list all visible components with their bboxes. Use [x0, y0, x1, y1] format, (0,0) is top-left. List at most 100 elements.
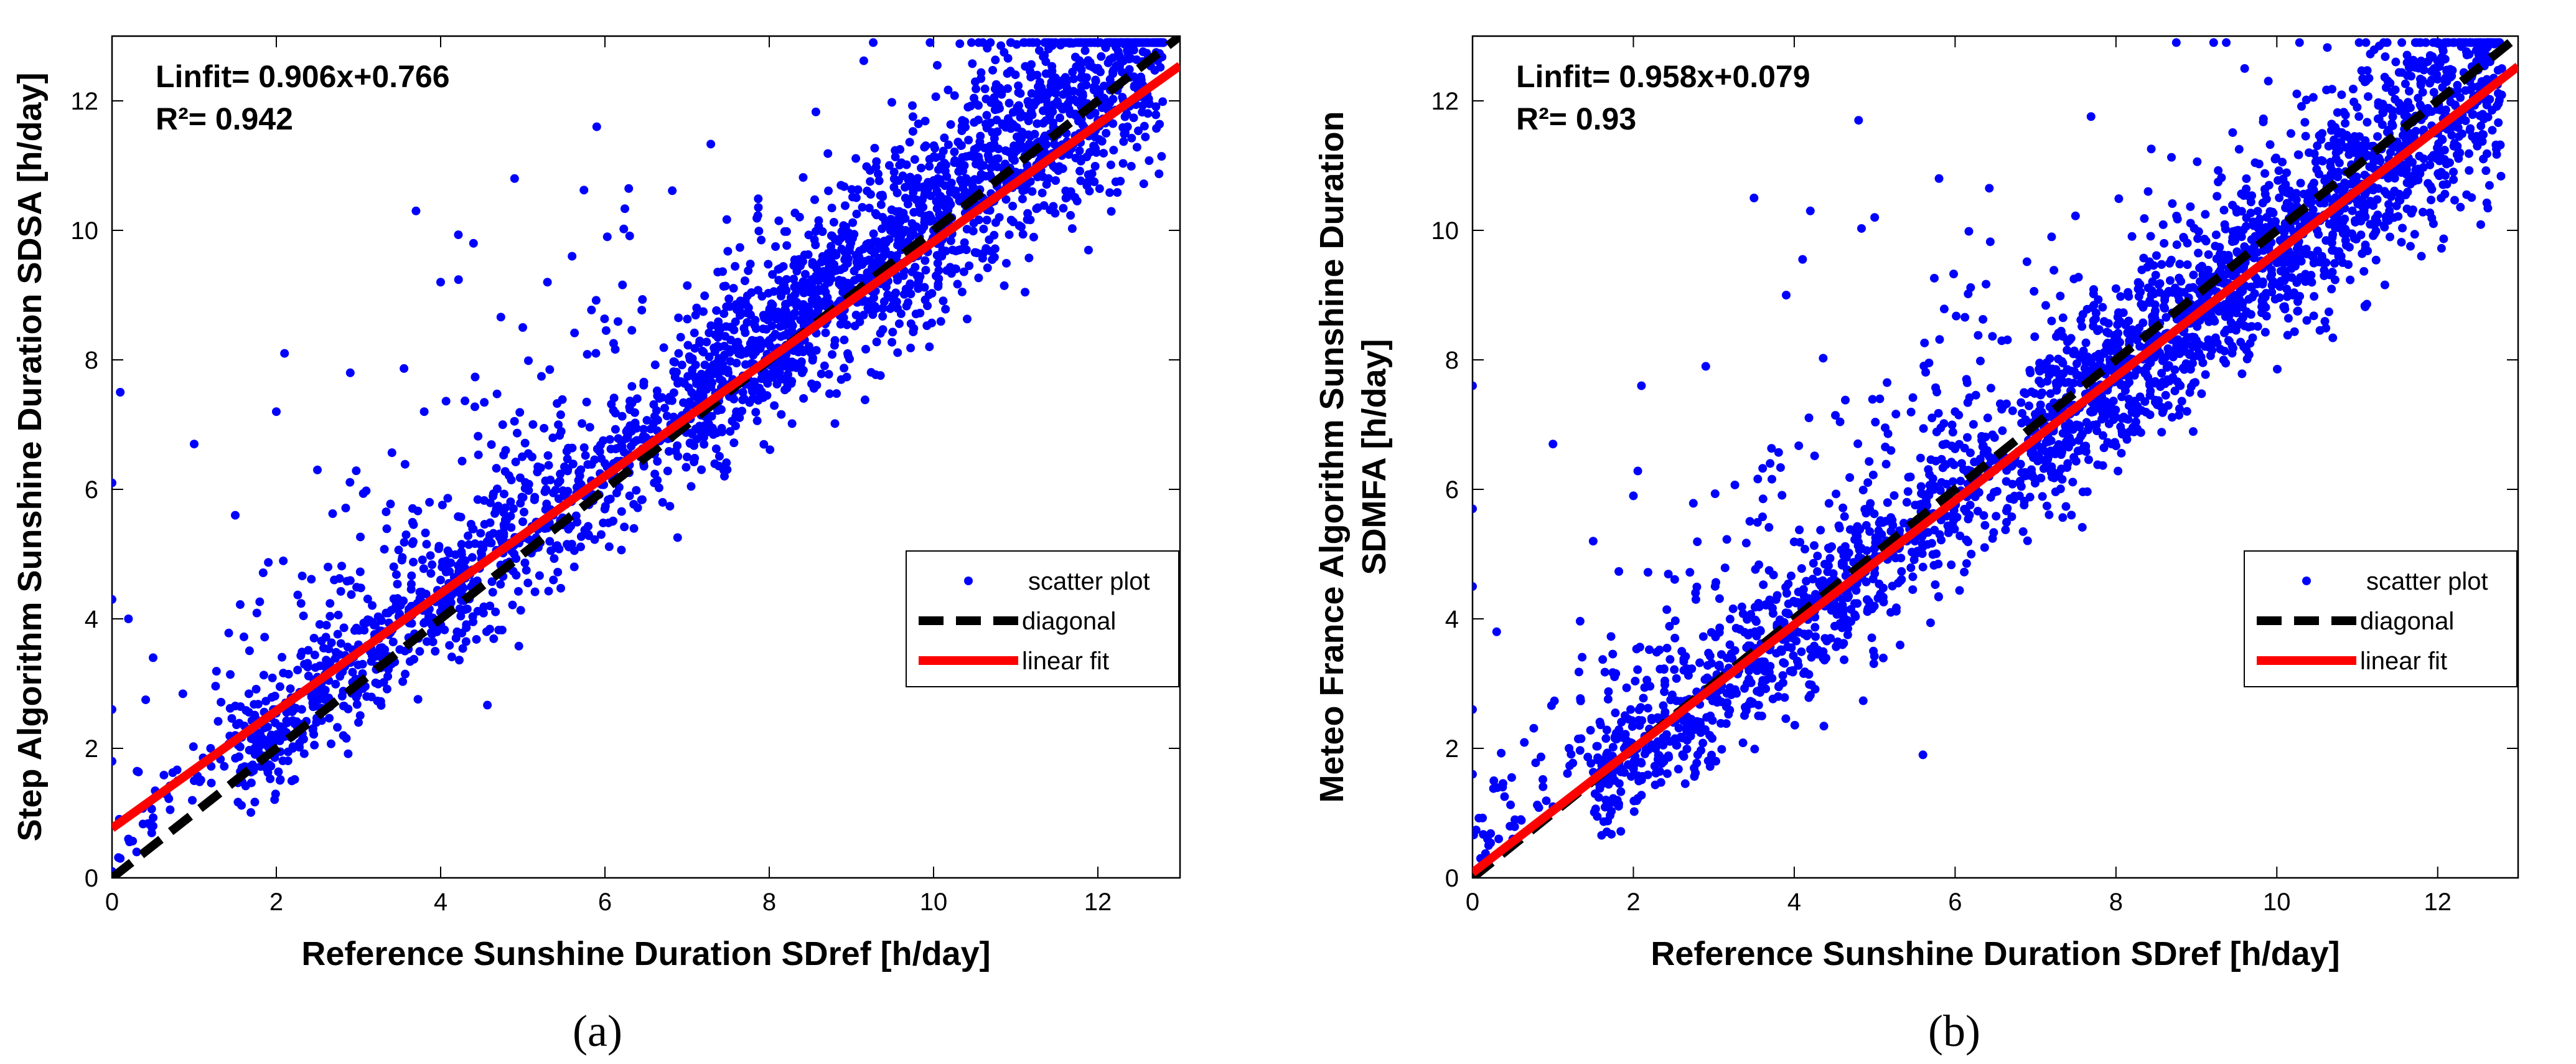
scatter-point: [307, 575, 316, 584]
scatter-point: [413, 506, 423, 516]
scatter-point: [419, 564, 428, 573]
scatter-point: [461, 637, 471, 646]
scatter-point: [1097, 136, 1107, 146]
scatter-point: [839, 313, 848, 322]
scatter-point: [2214, 166, 2223, 175]
scatter-point: [746, 260, 755, 269]
scatter-point: [2228, 128, 2237, 137]
scatter-point: [2188, 427, 2198, 436]
scatter-point: [2151, 270, 2160, 280]
scatter-point: [864, 239, 873, 248]
scatter-point: [411, 206, 421, 215]
scatter-point: [251, 684, 261, 694]
scatter-point: [772, 380, 782, 389]
y-tick-label: 2: [85, 735, 98, 763]
scatter-point: [2265, 140, 2275, 149]
scatter-point: [1655, 645, 1664, 654]
scatter-point: [1066, 38, 1075, 47]
scatter-point: [912, 271, 922, 280]
scatter-point: [474, 431, 483, 441]
scatter-point: [775, 367, 784, 377]
scatter-point: [476, 529, 485, 538]
scatter-point: [299, 749, 309, 758]
scatter-point: [2450, 100, 2460, 110]
scatter-point: [1158, 52, 1167, 62]
scatter-point: [803, 302, 813, 311]
scatter-point: [220, 761, 229, 771]
scatter-point: [2483, 204, 2493, 213]
scatter-point: [906, 279, 915, 288]
scatter-point: [1965, 448, 1975, 458]
scatter-point: [1037, 188, 1047, 197]
scatter-point: [746, 339, 755, 348]
scatter-point: [853, 185, 863, 194]
scatter-point: [726, 426, 735, 436]
scatter-point: [168, 768, 177, 778]
scatter-point: [483, 700, 492, 710]
scatter-point: [2295, 38, 2304, 47]
scatter-point: [726, 336, 736, 345]
scatter-point: [515, 408, 525, 417]
scatter-point: [2364, 92, 2373, 101]
scatter-point: [806, 348, 815, 357]
scatter-point: [530, 495, 539, 504]
scatter-point: [683, 453, 691, 461]
scatter-point: [514, 641, 523, 651]
scatter-point: [876, 329, 885, 338]
scatter-point: [752, 416, 762, 425]
scatter-point: [692, 435, 701, 444]
scatter-point: [339, 623, 349, 633]
scatter-point: [1100, 94, 1109, 103]
scatter-point: [2471, 45, 2481, 55]
scatter-point: [974, 273, 983, 283]
scatter-point: [782, 227, 791, 236]
scatter-point: [501, 446, 510, 455]
scatter-point: [706, 321, 716, 331]
scatter-point: [919, 202, 928, 212]
scatter-point: [470, 402, 479, 412]
scatter-point: [2465, 166, 2474, 175]
scatter-point: [978, 253, 987, 263]
scatter-point: [724, 294, 734, 303]
scatter-point: [149, 653, 157, 662]
scatter-point: [1948, 428, 1957, 437]
scatter-point: [2434, 153, 2443, 162]
scatter-point: [2384, 200, 2394, 209]
scatter-point: [1963, 433, 1972, 442]
scatter-point: [304, 646, 313, 655]
scatter-point: [355, 711, 365, 720]
scatter-point: [633, 503, 642, 512]
scatter-point: [2140, 214, 2149, 224]
scatter-point: [1014, 81, 1023, 90]
x-tick-label: 2: [269, 888, 283, 916]
scatter-point: [2433, 169, 2443, 178]
scatter-point: [977, 74, 986, 83]
scatter-point: [767, 321, 777, 331]
scatter-point: [2065, 336, 2074, 345]
scatter-point: [149, 813, 158, 822]
scatter-point: [2077, 322, 2087, 331]
scatter-point: [2204, 250, 2213, 259]
scatter-point: [939, 296, 948, 306]
scatter-point: [1106, 160, 1115, 169]
scatter-point: [441, 397, 451, 406]
scatter-point: [2168, 199, 2177, 209]
scatter-point: [1008, 108, 1018, 117]
scatter-point: [178, 689, 187, 699]
scatter-point: [907, 219, 917, 228]
scatter-point: [1090, 161, 1100, 171]
scatter-point: [1026, 108, 1036, 117]
scatter-point: [876, 200, 886, 209]
scatter-point: [190, 776, 199, 785]
scatter-point: [496, 313, 505, 322]
scatter-point: [310, 740, 319, 750]
scatter-point: [2394, 68, 2404, 77]
scatter-point: [962, 152, 971, 161]
x-tick-label: 8: [762, 888, 776, 916]
scatter-point: [1115, 50, 1124, 60]
scatter-point: [2309, 258, 2318, 268]
scatter-point: [830, 419, 840, 428]
scatter-point: [344, 704, 353, 713]
scatter-point: [1853, 439, 1863, 448]
scatter-point: [581, 451, 590, 460]
